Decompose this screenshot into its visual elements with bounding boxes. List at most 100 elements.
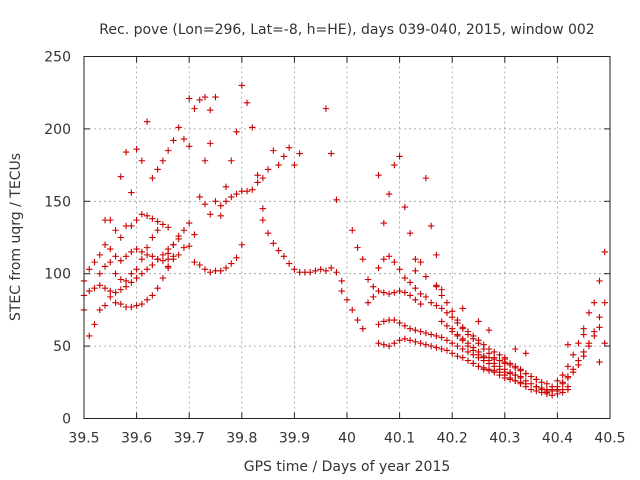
data-point bbox=[217, 202, 224, 209]
data-point bbox=[228, 193, 235, 201]
data-point bbox=[464, 340, 472, 347]
data-point bbox=[596, 313, 603, 321]
data-point bbox=[107, 258, 114, 266]
data-point bbox=[533, 376, 540, 383]
data-point bbox=[512, 371, 519, 379]
data-point bbox=[328, 264, 335, 272]
data-point bbox=[291, 161, 298, 169]
data-point bbox=[86, 266, 93, 273]
data-point bbox=[470, 344, 477, 351]
data-point bbox=[443, 322, 451, 330]
data-point bbox=[101, 302, 109, 309]
data-point bbox=[517, 380, 524, 387]
data-point bbox=[417, 300, 424, 308]
data-point bbox=[138, 157, 146, 164]
data-point bbox=[254, 172, 261, 179]
data-point bbox=[354, 244, 361, 251]
data-point bbox=[554, 383, 561, 390]
data-point bbox=[438, 292, 445, 299]
data-point bbox=[433, 332, 440, 340]
data-point bbox=[380, 341, 388, 348]
data-point bbox=[496, 363, 503, 370]
data-point bbox=[454, 331, 461, 338]
data-point bbox=[591, 299, 598, 306]
data-point bbox=[438, 318, 445, 325]
data-point bbox=[180, 227, 188, 234]
data-point bbox=[164, 147, 172, 154]
data-point bbox=[491, 367, 498, 374]
data-point bbox=[270, 147, 277, 154]
y-tick-labels: 0 50 100 150 200 250 bbox=[44, 50, 71, 428]
data-point bbox=[107, 287, 114, 295]
data-point bbox=[417, 340, 424, 347]
data-point bbox=[433, 344, 440, 351]
data-point bbox=[133, 216, 140, 224]
data-point bbox=[580, 325, 587, 332]
data-point bbox=[459, 354, 466, 361]
data-point bbox=[375, 287, 382, 295]
data-point bbox=[107, 293, 114, 301]
data-point bbox=[480, 341, 487, 348]
x-tick-label: 40.1 bbox=[384, 431, 415, 447]
data-point bbox=[370, 293, 377, 301]
data-point bbox=[512, 377, 519, 385]
data-point bbox=[280, 153, 288, 160]
data-point bbox=[396, 287, 403, 295]
data-point bbox=[449, 340, 456, 347]
data-point bbox=[501, 371, 508, 379]
data-point bbox=[391, 258, 398, 266]
data-point bbox=[506, 361, 514, 369]
data-point bbox=[548, 392, 556, 399]
data-point bbox=[596, 324, 603, 331]
data-point bbox=[380, 256, 388, 263]
data-point bbox=[385, 290, 393, 298]
data-point bbox=[596, 358, 603, 366]
data-point bbox=[375, 340, 382, 347]
data-point bbox=[417, 258, 424, 266]
data-point bbox=[443, 347, 451, 354]
data-points bbox=[80, 82, 608, 399]
data-point bbox=[91, 258, 98, 266]
data-point bbox=[512, 345, 519, 353]
data-point bbox=[249, 124, 256, 131]
data-point bbox=[449, 325, 456, 332]
data-point bbox=[385, 253, 393, 260]
data-point bbox=[443, 337, 451, 344]
data-point bbox=[559, 389, 566, 396]
data-point bbox=[585, 309, 593, 316]
data-point bbox=[164, 263, 172, 270]
data-point bbox=[117, 234, 125, 241]
data-point bbox=[522, 377, 530, 385]
data-point bbox=[149, 253, 156, 260]
data-point bbox=[564, 374, 572, 382]
data-point bbox=[128, 248, 135, 256]
data-point bbox=[585, 342, 593, 350]
data-point bbox=[233, 190, 240, 198]
x-tick-label: 40.5 bbox=[594, 431, 625, 447]
data-point bbox=[322, 267, 330, 275]
data-point bbox=[412, 267, 419, 275]
data-point bbox=[380, 219, 388, 227]
data-point bbox=[128, 189, 135, 196]
data-point bbox=[107, 216, 114, 224]
data-point bbox=[391, 161, 398, 169]
data-point bbox=[180, 135, 188, 143]
data-point bbox=[112, 299, 119, 306]
data-point bbox=[154, 218, 161, 225]
data-point bbox=[443, 309, 451, 316]
data-point bbox=[512, 364, 519, 372]
data-point bbox=[517, 367, 524, 374]
data-point bbox=[217, 267, 224, 275]
data-point bbox=[406, 325, 414, 332]
data-point bbox=[491, 355, 498, 363]
data-point bbox=[422, 293, 430, 301]
data-point bbox=[580, 353, 587, 360]
data-point bbox=[449, 313, 456, 321]
data-point bbox=[591, 332, 598, 340]
data-point bbox=[270, 240, 277, 247]
data-point bbox=[164, 250, 172, 257]
data-point bbox=[191, 231, 198, 238]
data-point bbox=[207, 106, 214, 114]
data-point bbox=[601, 248, 608, 256]
data-point bbox=[175, 124, 182, 131]
